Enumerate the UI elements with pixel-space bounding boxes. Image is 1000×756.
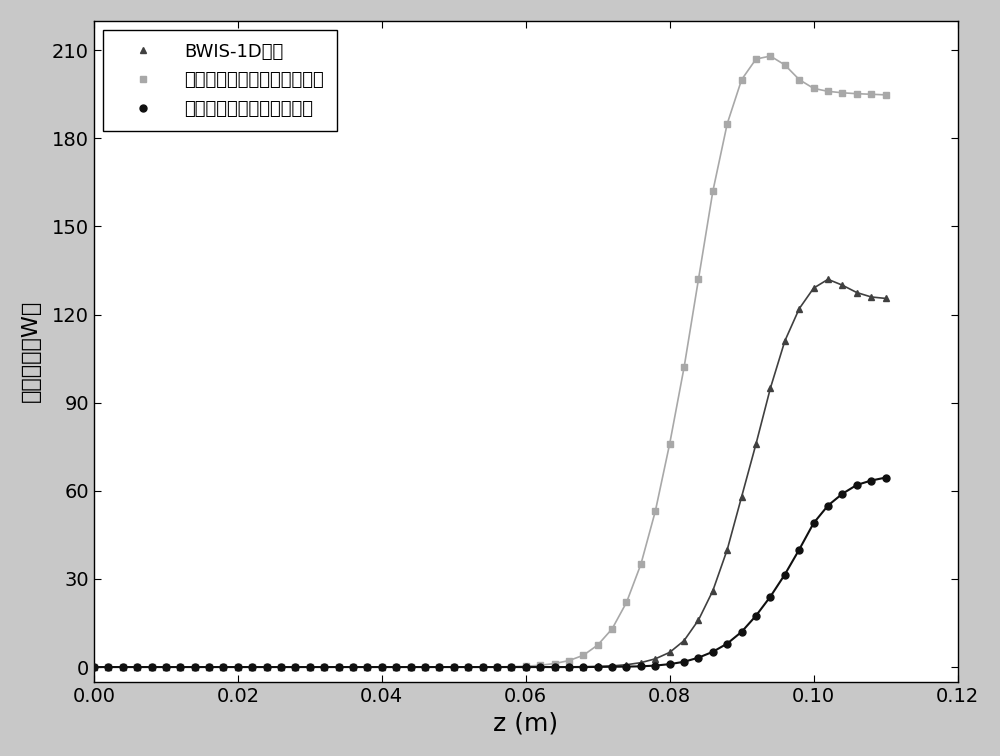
- BWIS-1D代码: [880, 294, 892, 303]
- 本发明的欧拉非线性理论模型: [692, 274, 704, 284]
- BWIS-1D代码: [88, 662, 100, 671]
- 本发明的欧拉非线性理论模型: [764, 51, 776, 60]
- 本发明的欧拉非线性理论模型: [606, 624, 618, 634]
- 本发明的欧拉非线性理论模型: [880, 90, 892, 99]
- 传统的欧拉非线性理论模型: [880, 473, 892, 482]
- Line: 传统的欧拉非线性理论模型: 传统的欧拉非线性理论模型: [90, 474, 889, 671]
- BWIS-1D代码: [534, 662, 546, 671]
- BWIS-1D代码: [606, 662, 618, 671]
- Line: BWIS-1D代码: BWIS-1D代码: [90, 276, 889, 671]
- 传统的欧拉非线性理论模型: [88, 662, 100, 671]
- 本发明的欧拉非线性理论模型: [102, 662, 114, 671]
- 本发明的欧拉非线性理论模型: [534, 661, 546, 670]
- 传统的欧拉非线性理论模型: [102, 662, 114, 671]
- BWIS-1D代码: [692, 615, 704, 624]
- Legend: BWIS-1D代码, 本发明的欧拉非线性理论模型, 传统的欧拉非线性理论模型: BWIS-1D代码, 本发明的欧拉非线性理论模型, 传统的欧拉非线性理论模型: [103, 29, 337, 131]
- BWIS-1D代码: [376, 662, 388, 671]
- 本发明的欧拉非线性理论模型: [88, 662, 100, 671]
- 本发明的欧拉非线性理论模型: [376, 662, 388, 671]
- X-axis label: z (m): z (m): [493, 711, 558, 735]
- 传统的欧拉非线性理论模型: [606, 662, 618, 671]
- 传统的欧拉非线性理论模型: [692, 653, 704, 662]
- 传统的欧拉非线性理论模型: [534, 662, 546, 671]
- BWIS-1D代码: [102, 662, 114, 671]
- 传统的欧拉非线性理论模型: [577, 662, 589, 671]
- BWIS-1D代码: [822, 274, 834, 284]
- 本发明的欧拉非线性理论模型: [577, 651, 589, 660]
- 传统的欧拉非线性理论模型: [376, 662, 388, 671]
- Line: 本发明的欧拉非线性理论模型: 本发明的欧拉非线性理论模型: [90, 53, 889, 671]
- BWIS-1D代码: [577, 662, 589, 671]
- Y-axis label: 输出功率（W）: 输出功率（W）: [21, 300, 41, 402]
